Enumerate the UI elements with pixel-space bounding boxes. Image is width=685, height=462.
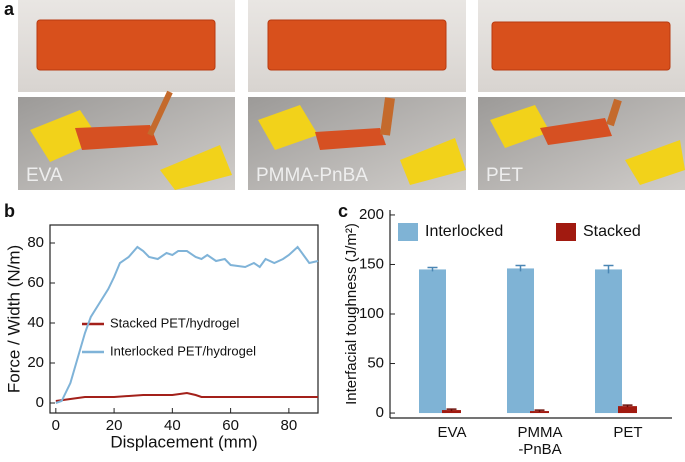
x-tick-label: PMMA -PnBA — [517, 424, 563, 458]
plot-frame — [49, 224, 319, 414]
x-axis-label: Displacement (mm) — [110, 432, 257, 451]
x-tick-label: 20 — [106, 417, 123, 434]
bar — [442, 410, 461, 414]
legend-label: Stacked — [583, 223, 641, 240]
y-tick-label: 0 — [376, 404, 384, 421]
photo-label: PMMA-PnBA — [256, 165, 368, 186]
peeled-gel — [380, 97, 395, 136]
y-tick-label: 20 — [27, 354, 44, 371]
y-tick-label: 40 — [27, 314, 44, 331]
photo-label: EVA — [26, 165, 63, 186]
panel-label: b — [4, 201, 15, 221]
bar — [618, 406, 637, 414]
error-bar — [427, 266, 438, 272]
tape — [490, 105, 550, 148]
bar — [507, 268, 534, 414]
tape — [30, 110, 100, 162]
y-tick-label: 100 — [359, 305, 384, 322]
y-tick-label: 150 — [359, 255, 384, 272]
y-tick-label: 60 — [27, 274, 44, 291]
x-tick-label: 60 — [222, 417, 239, 434]
error-bar — [603, 264, 614, 274]
legend-swatch — [556, 223, 576, 241]
peeled-gel — [147, 90, 173, 137]
gel — [267, 19, 447, 71]
x-tick-label: 0 — [52, 417, 60, 434]
x-tick-label: 80 — [281, 417, 298, 434]
legend-swatch — [398, 223, 418, 241]
tape — [400, 138, 466, 185]
x-tick-label: 40 — [164, 417, 181, 434]
tape — [625, 140, 685, 185]
y-tick-label: 50 — [367, 354, 384, 371]
bar — [419, 269, 446, 414]
data-line — [55, 245, 319, 404]
tape — [160, 145, 232, 190]
tape — [258, 105, 318, 150]
legend-label: Stacked PET/hydrogel — [110, 315, 239, 330]
bar — [595, 269, 622, 414]
error-bar — [515, 264, 526, 272]
peeled-gel — [606, 98, 622, 127]
error-bar — [622, 404, 633, 408]
error-bar — [534, 409, 545, 413]
legend-label: Interlocked — [425, 223, 503, 240]
panel-label: a — [4, 0, 15, 19]
gel — [75, 125, 158, 150]
gel — [36, 19, 216, 71]
y-tick-label: 200 — [359, 206, 384, 223]
y-axis-label: Force / Width (N/m) — [4, 245, 23, 393]
gel — [540, 118, 612, 145]
photo-grid: EVA PMMA-PnBA PET — [18, 0, 685, 190]
x-tick-label: EVA — [437, 424, 467, 441]
gel — [315, 128, 386, 150]
y-tick-label: 0 — [36, 394, 44, 411]
legend-label: Interlocked PET/hydrogel — [110, 343, 256, 358]
panel-label: c — [338, 201, 348, 221]
photo-label: PET — [486, 165, 523, 186]
bar — [530, 411, 549, 414]
y-axis-label: Interfacial toughness (J/m²) — [343, 223, 360, 405]
gel — [491, 21, 671, 71]
data-line — [55, 391, 318, 402]
y-tick-label: 80 — [27, 234, 44, 251]
x-tick-label: PET — [613, 424, 643, 441]
error-bar — [446, 408, 457, 412]
